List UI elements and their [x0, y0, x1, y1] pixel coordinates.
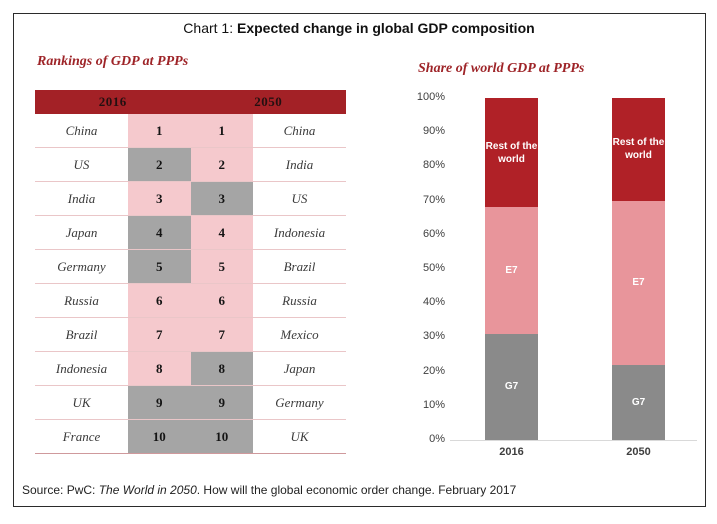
- rank-cell-2050: 6: [190, 284, 253, 317]
- bar-segment-rest-of-the-world-2050: Rest of the world: [612, 98, 665, 201]
- y-axis-tick: 70%: [422, 193, 445, 206]
- rank-cell-2016: 4: [128, 216, 191, 249]
- country-cell-2050: Indonesia: [273, 224, 326, 240]
- page-title-prefix: Chart 1:: [183, 20, 237, 36]
- rank-cell-2050: 4: [190, 216, 253, 249]
- bar-segment-label-rest-of-the-world: Rest of the world: [612, 137, 665, 162]
- rank-cell-2016: 7: [128, 318, 191, 351]
- y-axis-tick: 0%: [429, 433, 445, 445]
- table-row: Japan 4 4 Indonesia: [35, 216, 346, 250]
- rank-cell-2050: 1: [190, 114, 253, 147]
- country-cell-2050: China: [283, 122, 316, 138]
- country-cell-2016: China: [65, 122, 98, 138]
- table-row: Brazil 7 7 Mexico: [35, 318, 346, 352]
- bar-segment-g7-2016: G7: [485, 333, 538, 440]
- stacked-bar-2016: Rest of the world E7 G7: [485, 98, 538, 440]
- table-row: US 2 2 India: [35, 148, 346, 182]
- table-header-2016: 2016: [98, 94, 127, 109]
- rank-cell-2050: 10: [190, 420, 253, 453]
- rank-cell-2050: 5: [190, 250, 253, 283]
- country-cell-2050: Mexico: [280, 326, 319, 342]
- bar-chart-title: Share of world GDP at PPPs: [418, 61, 585, 76]
- bar-segment-label-g7: G7: [504, 381, 519, 393]
- rank-cell-2016: 8: [128, 352, 191, 385]
- chart-frame: [13, 13, 706, 507]
- country-cell-2050: Germany: [275, 394, 324, 410]
- rank-cell-2016: 3: [128, 182, 191, 215]
- bar-segment-label-g7: G7: [631, 396, 646, 408]
- table-header: 2016 2050: [35, 90, 346, 114]
- x-axis-line: [450, 440, 697, 441]
- bar-segment-label-e7: E7: [505, 265, 518, 277]
- y-axis-tick: 20%: [422, 364, 445, 377]
- y-axis-tick: 80%: [422, 159, 445, 172]
- country-cell-2016: UK: [72, 394, 91, 410]
- table-row: China 1 1 China: [35, 114, 346, 148]
- table-row: Indonesia 8 8 Japan: [35, 352, 346, 386]
- country-cell-2016: US: [73, 156, 90, 172]
- country-cell-2050: Brazil: [283, 258, 316, 274]
- country-cell-2050: Japan: [283, 360, 316, 376]
- rank-cell-2016: 5: [128, 250, 191, 283]
- source-prefix: Source: PwC:: [22, 483, 99, 497]
- country-cell-2050: Russia: [282, 292, 317, 308]
- country-cell-2016: Germany: [57, 258, 106, 274]
- table-row: France 10 10 UK: [35, 420, 346, 454]
- y-axis-tick: 40%: [422, 296, 445, 309]
- rank-cell-2050: 2: [190, 148, 253, 181]
- table-row: Russia 6 6 Russia: [35, 284, 346, 318]
- source-report-title: The World in 2050: [98, 483, 197, 497]
- table-row: Germany 5 5 Brazil: [35, 250, 346, 284]
- rank-cell-2016: 2: [128, 148, 191, 181]
- country-cell-2016: Russia: [64, 292, 99, 308]
- source-note: Source: PwC: The World in 2050. How will…: [22, 483, 516, 497]
- source-suffix: . How will the global economic order cha…: [196, 483, 517, 497]
- rank-cell-2016: 1: [128, 114, 191, 147]
- bar-segment-g7-2050: G7: [612, 364, 665, 440]
- bar-segment-e7-2016: E7: [485, 207, 538, 334]
- y-axis-tick: 90%: [422, 125, 445, 138]
- stacked-bar-2050: Rest of the world E7 G7: [612, 98, 665, 440]
- y-axis-tick: 50%: [422, 262, 445, 274]
- rank-cell-2016: 9: [128, 386, 191, 419]
- table-row: India 3 3 US: [35, 182, 346, 216]
- bar-segment-rest-of-the-world-2016: Rest of the world: [485, 98, 538, 208]
- rank-cell-2016: 10: [128, 420, 191, 453]
- bar-segment-e7-2050: E7: [612, 200, 665, 365]
- country-cell-2016: France: [62, 428, 101, 444]
- country-cell-2016: Brazil: [65, 326, 98, 342]
- y-axis-tick: 100%: [416, 91, 445, 103]
- y-axis-tick: 10%: [422, 398, 445, 411]
- y-axis-tick: 30%: [422, 330, 445, 343]
- bar-segment-label-e7: E7: [632, 277, 645, 289]
- page-title-main: Expected change in global GDP compositio…: [237, 20, 535, 36]
- table-body: China 1 1 China US 2 2 India India 3 3 US Japan 4 4 Ind…: [35, 114, 346, 454]
- country-cell-2016: India: [67, 190, 96, 206]
- bar-segment-label-rest-of-the-world: Rest of the world: [485, 140, 538, 165]
- rank-cell-2050: 9: [190, 386, 253, 419]
- country-cell-2050: US: [291, 190, 308, 206]
- table-header-2050: 2050: [254, 94, 283, 109]
- x-axis-label-2050: 2050: [626, 446, 651, 458]
- rank-cell-2050: 3: [190, 182, 253, 215]
- y-axis-tick: 60%: [422, 227, 445, 240]
- country-cell-2016: Japan: [65, 224, 98, 240]
- country-cell-2050: UK: [290, 428, 309, 444]
- rank-cell-2050: 7: [190, 318, 253, 351]
- rank-cell-2016: 6: [128, 284, 191, 317]
- rank-cell-2050: 8: [190, 352, 253, 385]
- rankings-table-title: Rankings of GDP at PPPs: [37, 54, 189, 69]
- x-axis-label-2016: 2016: [499, 446, 524, 458]
- country-cell-2016: Indonesia: [55, 360, 108, 376]
- country-cell-2050: India: [285, 156, 314, 172]
- page-title: Chart 1: Expected change in global GDP c…: [14, 20, 704, 36]
- gdp-rank-table: 2016 2050 China 1 1 China US 2 2 India India 3 3 US…: [35, 90, 346, 454]
- table-row: UK 9 9 Germany: [35, 386, 346, 420]
